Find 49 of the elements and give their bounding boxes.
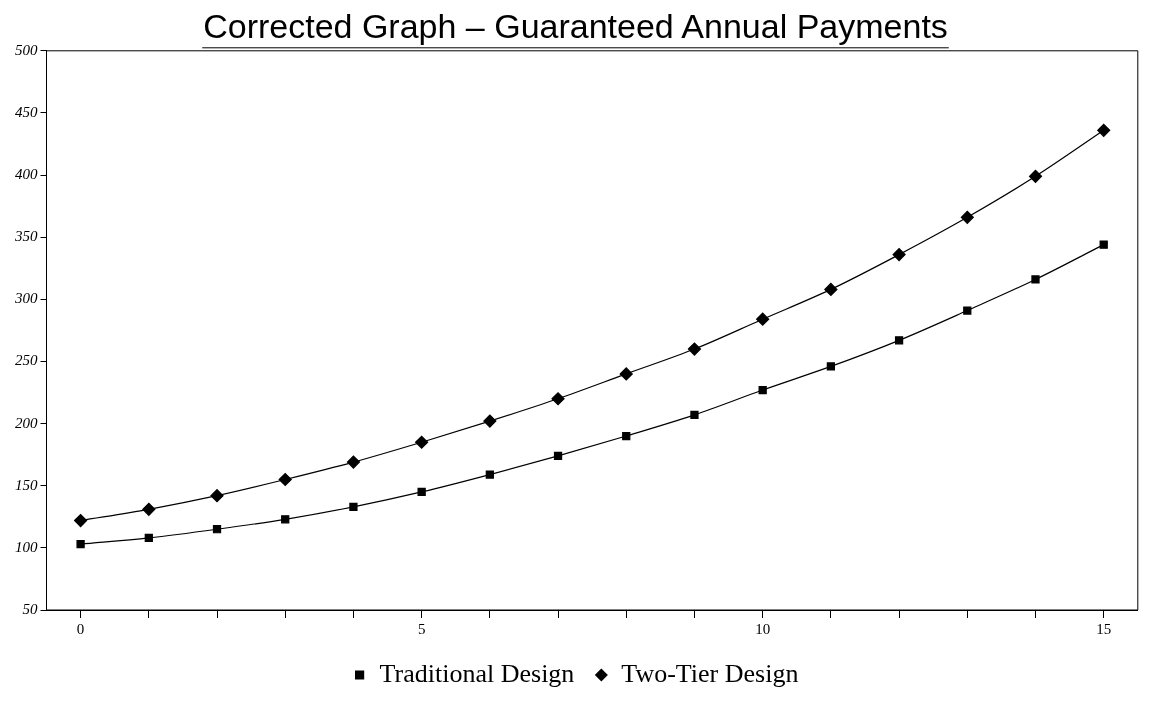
point	[281, 515, 290, 524]
legend-label: Traditional Design	[379, 658, 575, 688]
point	[687, 342, 702, 356]
y-tick-label: 250	[15, 352, 38, 369]
point	[415, 435, 429, 449]
point	[74, 513, 88, 528]
y-tick-label: 500	[15, 41, 38, 58]
point	[963, 306, 972, 315]
point	[278, 472, 292, 487]
point	[1097, 123, 1111, 137]
point	[894, 336, 904, 345]
point	[758, 385, 767, 395]
y-tick-label: 300	[14, 290, 38, 307]
point	[483, 414, 497, 428]
point	[553, 451, 563, 461]
y-tick-label: 350	[14, 228, 38, 245]
y-tick-label: 200	[15, 414, 38, 431]
point	[826, 362, 836, 371]
chart-title: Corrected Graph – Guaranteed Annual Payments	[203, 6, 948, 45]
y-tick-label: 100	[15, 538, 38, 555]
point	[756, 312, 770, 326]
point	[417, 487, 426, 497]
point	[144, 533, 153, 543]
y-tick-label: 150	[15, 476, 38, 493]
x-tick-label: 0	[76, 620, 85, 637]
point	[551, 392, 565, 406]
y-tick-label: 450	[15, 103, 38, 120]
x-tick-label: 5	[417, 620, 426, 637]
point	[212, 525, 222, 534]
y-tick-label: 50	[22, 600, 38, 617]
y-tick-label: 400	[15, 166, 38, 182]
x-tick-label: 15	[1096, 620, 1112, 637]
point	[346, 455, 361, 469]
point	[485, 470, 494, 479]
point	[690, 410, 699, 420]
point	[142, 502, 156, 516]
point	[960, 210, 974, 224]
point	[349, 502, 358, 511]
legend-label: Two-Tier Design	[621, 658, 799, 688]
point	[1031, 275, 1040, 284]
point	[824, 282, 838, 296]
point	[76, 540, 85, 549]
point	[1099, 240, 1108, 249]
point	[1028, 169, 1043, 183]
point	[622, 431, 631, 441]
point	[210, 489, 224, 503]
x-tick-label: 10	[755, 620, 771, 637]
point	[892, 248, 906, 262]
point	[619, 367, 633, 381]
